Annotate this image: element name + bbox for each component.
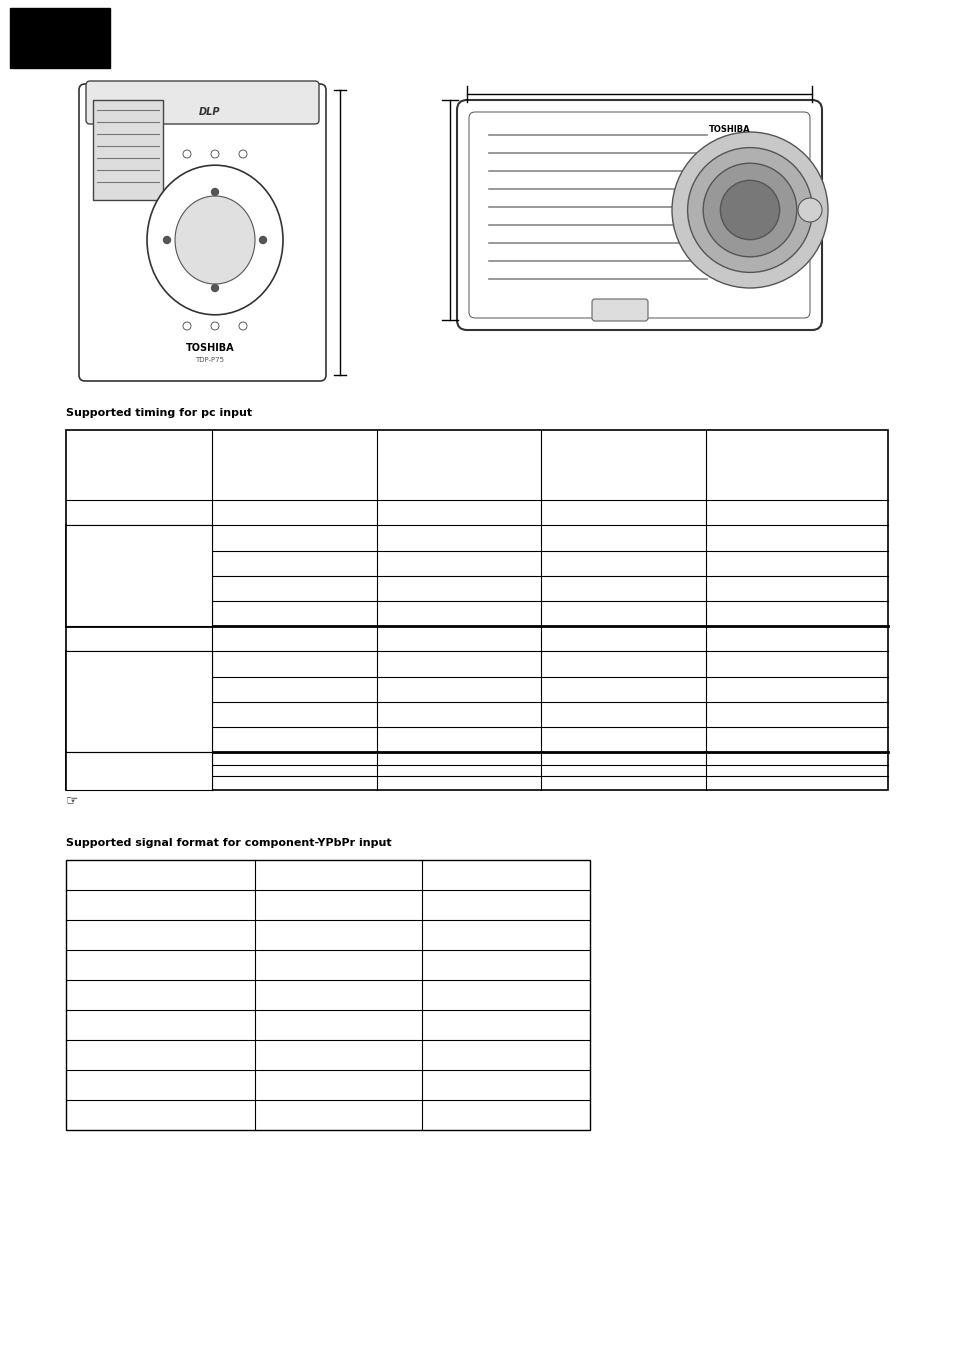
Text: Supported signal format for component-YPbPr input: Supported signal format for component-YP… — [66, 838, 392, 848]
Text: ☞: ☞ — [66, 794, 78, 807]
Text: Supported timing for pc input: Supported timing for pc input — [66, 408, 252, 418]
Circle shape — [687, 147, 812, 272]
Bar — [92, 100, 163, 200]
Circle shape — [671, 132, 827, 288]
Bar — [66, 430, 887, 790]
FancyBboxPatch shape — [592, 299, 647, 320]
FancyBboxPatch shape — [456, 100, 821, 330]
Circle shape — [239, 322, 247, 330]
Text: TDP-P75: TDP-P75 — [195, 357, 224, 362]
Bar — [66, 752, 213, 790]
Circle shape — [797, 197, 821, 222]
Circle shape — [259, 237, 266, 243]
FancyBboxPatch shape — [469, 112, 809, 318]
Circle shape — [212, 284, 218, 292]
Text: DLP: DLP — [199, 107, 220, 118]
Circle shape — [163, 237, 171, 243]
Text: TOSHIBA: TOSHIBA — [186, 343, 234, 353]
Ellipse shape — [147, 165, 283, 315]
Circle shape — [212, 188, 218, 196]
Circle shape — [183, 150, 191, 158]
FancyBboxPatch shape — [79, 84, 326, 381]
Circle shape — [211, 150, 219, 158]
Bar — [10, 8, 110, 68]
Circle shape — [720, 180, 779, 239]
FancyBboxPatch shape — [86, 81, 318, 124]
Circle shape — [211, 322, 219, 330]
Circle shape — [239, 150, 247, 158]
Bar — [66, 860, 589, 1130]
Ellipse shape — [174, 196, 254, 284]
Circle shape — [183, 322, 191, 330]
Bar — [66, 652, 213, 752]
Circle shape — [702, 164, 796, 257]
Text: TOSHIBA: TOSHIBA — [708, 126, 750, 134]
Bar — [66, 526, 213, 626]
